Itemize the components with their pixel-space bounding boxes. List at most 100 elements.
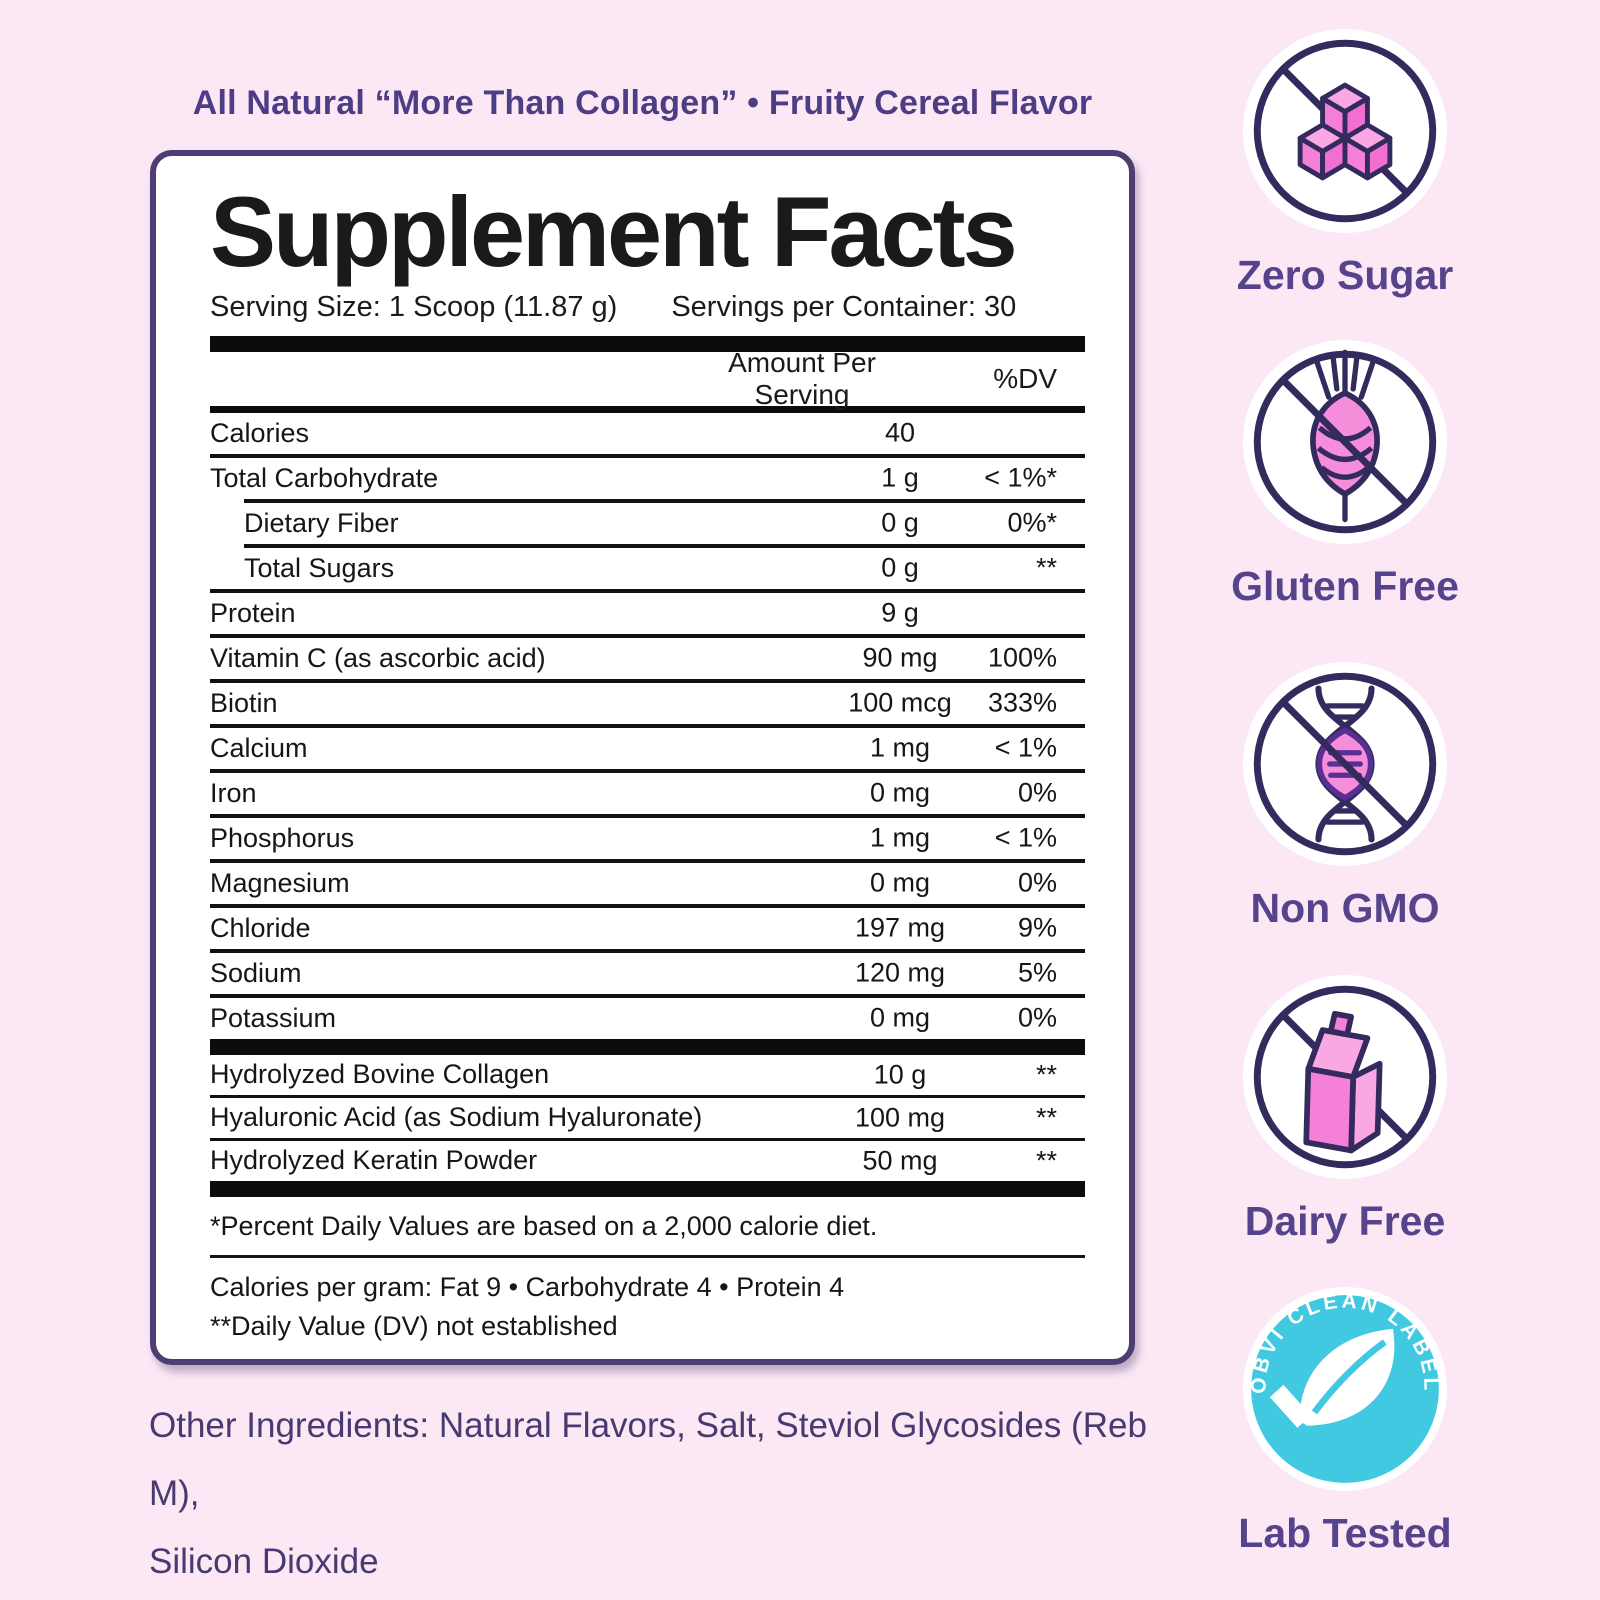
nutrient-amount: 0 mg xyxy=(869,1002,931,1033)
nutrient-dv: < 1% xyxy=(994,822,1057,853)
serving-size: Serving Size: 1 Scoop (11.87 g) xyxy=(210,290,618,323)
nutrient-name: Chloride xyxy=(210,912,311,943)
clean-label-seal-icon: OBVI CLEAN LABEL xyxy=(1225,1287,1465,1491)
nutrient-name: Magnesium xyxy=(210,867,350,898)
badge-non-gmo: Non GMO xyxy=(1225,662,1465,932)
nutrient-dv: 0% xyxy=(1017,867,1057,898)
nutrient-row: Iron 0 mg 0% xyxy=(210,773,1085,814)
dv-column-header: %DV xyxy=(993,362,1057,394)
table-column-header: Amount Per Serving %DV xyxy=(210,347,1085,410)
servings-per-container: Servings per Container: 30 xyxy=(671,290,1017,323)
row-divider xyxy=(210,678,1085,683)
nutrient-name: Protein xyxy=(210,597,296,628)
nutrient-rows: Calories 40 Total Carbohydrate 1 g < 1%* Diet… xyxy=(210,413,1085,1039)
nutrient-dv: 333% xyxy=(987,687,1057,718)
panel-title: Supplement Facts xyxy=(210,176,1018,287)
header-divider xyxy=(210,405,1085,413)
thick-divider-middle xyxy=(210,1038,1085,1055)
other-ingredients-line1: Other Ingredients: Natural Flavors, Salt… xyxy=(149,1406,1147,1513)
other-ingredients-line2: Silicon Dioxide xyxy=(149,1542,379,1581)
row-divider xyxy=(210,768,1085,773)
badge-label: Gluten Free xyxy=(1231,563,1459,609)
row-divider xyxy=(210,588,1085,593)
nutrient-amount: 50 mg xyxy=(862,1145,938,1176)
row-divider xyxy=(210,903,1085,908)
nutrient-dv: < 1% xyxy=(994,732,1057,763)
nutrient-row: Calcium 1 mg < 1% xyxy=(210,728,1085,769)
nutrient-name: Phosphorus xyxy=(210,822,355,853)
nutrient-dv: ** xyxy=(1035,1102,1057,1133)
nutrient-name: Hydrolyzed Bovine Collagen xyxy=(210,1059,550,1090)
nutrient-name: Total Sugars xyxy=(244,552,395,583)
badge-zero-sugar: Zero Sugar xyxy=(1225,29,1465,299)
nutrient-row: Vitamin C (as ascorbic acid) 90 mg 100% xyxy=(210,638,1085,679)
row-divider xyxy=(244,543,1085,548)
nutrient-row: Potassium 0 mg 0% xyxy=(210,998,1085,1039)
nutrient-dv: ** xyxy=(1035,1145,1057,1176)
nutrient-row: Sodium 120 mg 5% xyxy=(210,953,1085,994)
nutrient-name: Sodium xyxy=(210,957,302,988)
no-sugar-icon xyxy=(1225,29,1465,233)
nutrient-amount: 0 g xyxy=(881,552,919,583)
row-divider xyxy=(210,1094,1085,1098)
nutrient-amount: 197 mg xyxy=(854,912,946,943)
badge-label: Lab Tested xyxy=(1238,1510,1452,1556)
no-gluten-icon xyxy=(1225,340,1465,544)
daily-value-footnote: *Percent Daily Values are based on a 2,0… xyxy=(210,1210,878,1241)
nutrient-amount: 9 g xyxy=(881,597,919,628)
row-divider xyxy=(210,813,1085,818)
nutrient-dv: 0%* xyxy=(1007,507,1057,538)
nutrient-name: Hydrolyzed Keratin Powder xyxy=(210,1145,538,1176)
other-ingredients: Other Ingredients: Natural Flavors, Salt… xyxy=(149,1392,1159,1596)
nutrient-name: Calcium xyxy=(210,732,308,763)
row-divider xyxy=(210,1137,1085,1141)
nutrient-name: Hyaluronic Acid (as Sodium Hyaluronate) xyxy=(210,1102,703,1133)
amount-column-header: Amount Per Serving xyxy=(728,346,876,410)
nutrient-dv: 9% xyxy=(1017,912,1057,943)
nutrient-dv: 0% xyxy=(1017,777,1057,808)
row-divider xyxy=(210,858,1085,863)
nutrient-amount: 100 mcg xyxy=(848,687,952,718)
supplement-blend-rows: Hydrolyzed Bovine Collagen 10 g ** Hyaluron… xyxy=(210,1055,1085,1181)
nutrient-amount: 1 mg xyxy=(869,732,931,763)
nutrient-dv: ** xyxy=(1035,1059,1057,1090)
nutrient-amount: 90 mg xyxy=(862,642,938,673)
nutrient-row: Chloride 197 mg 9% xyxy=(210,908,1085,949)
nutrient-dv: 0% xyxy=(1017,1002,1057,1033)
nutrient-amount: 0 g xyxy=(881,507,919,538)
product-tagline: All Natural “More Than Collagen” • Fruit… xyxy=(192,84,1093,122)
nutrient-row: Dietary Fiber 0 g 0%* xyxy=(210,503,1085,544)
badge-dairy-free: Dairy Free xyxy=(1225,975,1465,1245)
nutrient-name: Dietary Fiber xyxy=(244,507,399,538)
supplement-facts-panel: Supplement Facts Serving Size: 1 Scoop (… xyxy=(150,150,1135,1365)
dv-not-established-note: **Daily Value (DV) not established xyxy=(210,1310,618,1341)
nutrient-name: Biotin xyxy=(210,687,278,718)
row-divider xyxy=(210,723,1085,728)
nutrient-row: Magnesium 0 mg 0% xyxy=(210,863,1085,904)
nutrient-name: Calories xyxy=(210,417,310,448)
nutrient-row: Hydrolyzed Bovine Collagen 10 g ** xyxy=(210,1055,1085,1095)
row-divider xyxy=(210,633,1085,638)
nutrient-row: Total Carbohydrate 1 g < 1%* xyxy=(210,458,1085,499)
nutrient-amount: 1 g xyxy=(881,462,919,493)
no-dairy-icon xyxy=(1225,975,1465,1179)
badge-lab-tested: OBVI CLEAN LABEL Lab Tested xyxy=(1225,1287,1465,1557)
thick-divider-top xyxy=(210,335,1085,352)
nutrient-dv: ** xyxy=(1035,552,1057,583)
nutrient-amount: 0 mg xyxy=(869,867,931,898)
nutrient-row: Calories 40 xyxy=(210,413,1085,454)
badge-label: Non GMO xyxy=(1250,885,1440,931)
thick-divider-bottom xyxy=(210,1180,1085,1197)
no-gmo-icon xyxy=(1225,662,1465,866)
nutrient-amount: 0 mg xyxy=(869,777,931,808)
nutrient-amount: 10 g xyxy=(873,1059,927,1090)
nutrient-row: Biotin 100 mcg 333% xyxy=(210,683,1085,724)
nutrient-name: Total Carbohydrate xyxy=(210,462,439,493)
serving-info: Serving Size: 1 Scoop (11.87 g) Servings… xyxy=(210,291,1085,324)
nutrient-row: Total Sugars 0 g ** xyxy=(210,548,1085,589)
nutrient-amount: 100 mg xyxy=(854,1102,946,1133)
row-divider xyxy=(210,453,1085,458)
row-divider xyxy=(244,498,1085,503)
nutrient-dv: 5% xyxy=(1017,957,1057,988)
footnote-divider xyxy=(210,1254,1085,1258)
